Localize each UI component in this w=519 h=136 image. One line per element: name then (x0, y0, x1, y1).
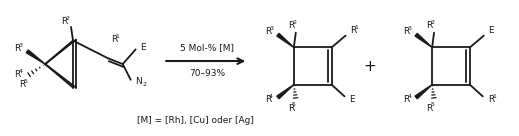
Polygon shape (277, 85, 294, 99)
Text: E: E (140, 43, 145, 52)
Text: R: R (61, 17, 67, 27)
Text: R: R (14, 44, 20, 53)
Text: R: R (265, 95, 271, 104)
Text: 2: 2 (143, 82, 147, 87)
Text: 2: 2 (430, 20, 434, 25)
Text: 1: 1 (115, 34, 119, 39)
Text: 5: 5 (23, 79, 28, 84)
Text: 5: 5 (430, 102, 434, 107)
Text: 2: 2 (65, 16, 69, 21)
Text: R: R (14, 70, 20, 79)
Polygon shape (415, 85, 432, 99)
Polygon shape (277, 33, 294, 47)
Text: R: R (265, 27, 271, 36)
Text: R: R (426, 21, 432, 30)
Text: N: N (135, 77, 142, 86)
Text: 1: 1 (492, 94, 496, 98)
Text: R: R (350, 26, 357, 35)
Text: 4: 4 (19, 69, 22, 74)
Text: 2: 2 (292, 20, 296, 25)
Text: 1: 1 (354, 25, 359, 30)
Text: R: R (426, 104, 432, 113)
Polygon shape (415, 33, 432, 47)
Text: R: R (488, 95, 494, 104)
Text: R: R (403, 95, 409, 104)
Text: 4: 4 (269, 94, 273, 98)
Polygon shape (26, 50, 45, 64)
Text: E: E (488, 26, 494, 35)
Text: R: R (403, 27, 409, 36)
Text: 3: 3 (269, 26, 273, 31)
Text: 3: 3 (407, 26, 412, 31)
Text: [M] = [Rh], [Cu] oder [Ag]: [M] = [Rh], [Cu] oder [Ag] (137, 116, 254, 125)
Text: 5 Mol-% [M]: 5 Mol-% [M] (180, 43, 234, 52)
Text: R: R (19, 80, 25, 89)
Text: R: R (288, 21, 294, 30)
Text: R: R (288, 104, 294, 113)
Text: R: R (111, 35, 117, 44)
Text: 70–93%: 70–93% (189, 69, 225, 78)
Text: E: E (349, 95, 354, 104)
Text: 4: 4 (407, 94, 412, 98)
Text: 3: 3 (19, 43, 22, 48)
Text: 5: 5 (292, 102, 296, 107)
Text: +: + (363, 58, 376, 74)
